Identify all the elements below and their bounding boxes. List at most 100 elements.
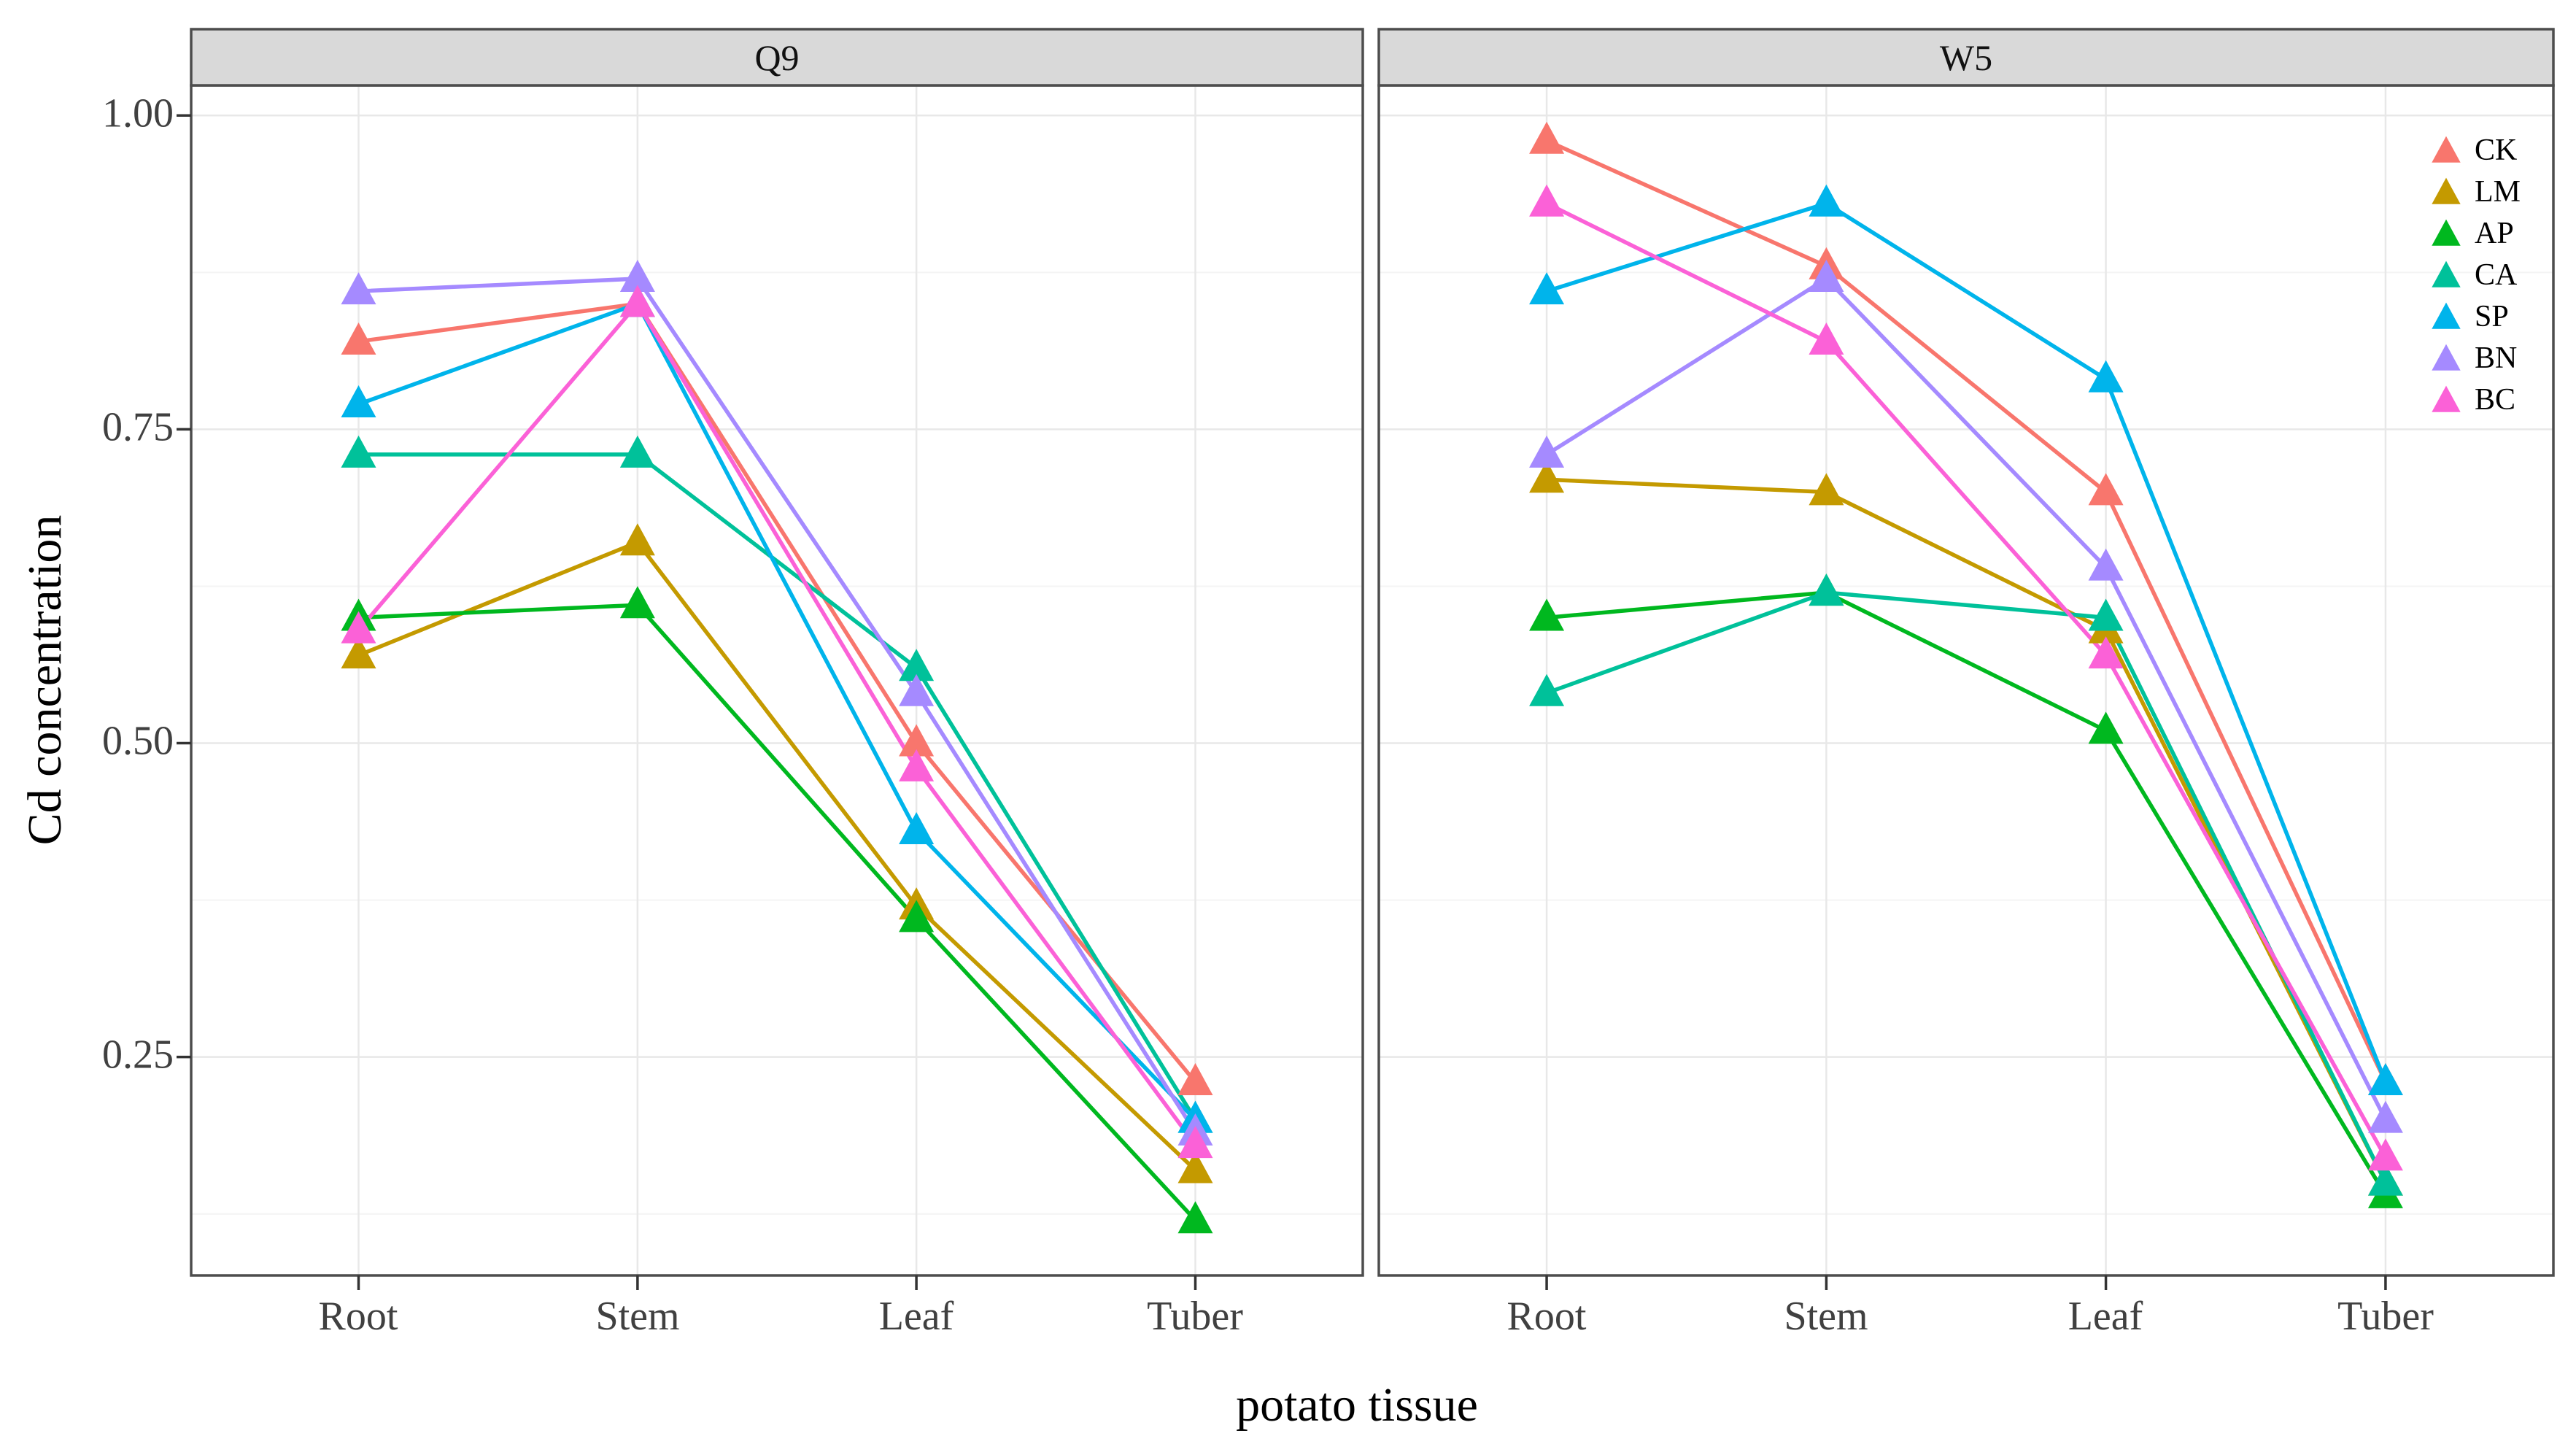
legend-triangle-icon [2432, 302, 2461, 329]
marker-ca-w5-stem [1809, 574, 1844, 606]
legend-entry-ca: CA [2429, 254, 2521, 296]
marker-bc-w5-leaf [2088, 636, 2124, 669]
x-tick-label-q9-tuber: Tuber [1147, 1294, 1243, 1339]
panel-q9 [190, 28, 1364, 1290]
panel-background [1379, 85, 2553, 1275]
marker-bc-q9-root [341, 611, 376, 644]
legend-entry-bn: BN [2429, 337, 2521, 379]
marker-ca-w5-leaf [2088, 598, 2124, 631]
marker-bn-w5-tuber [2367, 1100, 2403, 1133]
x-tick-label-w5-root: Root [1506, 1294, 1587, 1339]
marker-sp-q9-root [341, 385, 376, 417]
legend: CK LM AP CA SP BN BC [2429, 129, 2521, 420]
x-tick-label-w5-stem: Stem [1784, 1294, 1868, 1339]
marker-ap-w5-leaf [2088, 711, 2124, 744]
line-bn-q9 [356, 277, 1198, 1135]
marker-sp-w5-tuber [2367, 1063, 2403, 1096]
line-bc-q9 [356, 300, 1198, 1147]
line-ca-w5 [1544, 590, 2388, 1185]
legend-entry-bc: BC [2429, 379, 2521, 420]
marker-sp-w5-root [1529, 272, 1565, 305]
line-ck-w5 [1544, 138, 2388, 1084]
legend-triangle-icon [2432, 219, 2461, 246]
facet-strip-label-q9: Q9 [754, 37, 800, 78]
legend-label: LM [2475, 174, 2521, 209]
line-ap-w5 [1544, 590, 2388, 1197]
legend-entry-ap: AP [2429, 212, 2521, 254]
line-bn-w5 [1544, 276, 2388, 1122]
marker-bc-q9-tuber [1177, 1126, 1213, 1159]
facet-strip [190, 28, 1364, 87]
marker-ca-w5-root [1529, 673, 1565, 706]
marker-sp-w5-stem [1809, 184, 1844, 217]
marker-ca-w5-tuber [2367, 1163, 2403, 1196]
legend-label: CA [2475, 258, 2518, 292]
marker-ca-q9-root [341, 435, 376, 468]
marker-bc-q9-stem [619, 285, 655, 317]
legend-triangle-icon [2432, 136, 2461, 163]
x-tick-label-w5-tuber: Tuber [2337, 1294, 2434, 1339]
marker-lm-q9-tuber [1177, 1151, 1213, 1183]
y-tick-label-0.50: 0.50 [102, 718, 174, 764]
legend-triangle-icon [2432, 344, 2461, 371]
x-tick-label-w5-leaf: Leaf [2068, 1294, 2143, 1339]
legend-label: CK [2475, 133, 2518, 167]
marker-ck-q9-leaf [899, 724, 935, 757]
marker-ck-q9-root [341, 322, 376, 355]
marker-bn-w5-leaf [2088, 548, 2124, 581]
legend-label: BN [2475, 341, 2518, 375]
line-lm-q9 [356, 539, 1198, 1173]
x-axis-title: potato tissue [1236, 1378, 1478, 1432]
legend-entry-ck: CK [2429, 129, 2521, 171]
y-tick-label-1.00: 1.00 [102, 90, 174, 136]
marker-sp-q9-leaf [899, 811, 935, 844]
x-tick-label-q9-root: Root [318, 1294, 398, 1339]
line-sp-w5 [1544, 201, 2388, 1084]
marker-ck-w5-leaf [2088, 473, 2124, 506]
marker-ap-q9-stem [619, 586, 655, 619]
marker-lm-w5-root [1529, 460, 1565, 493]
marker-ap-q9-tuber [1177, 1201, 1213, 1234]
line-ap-q9 [356, 603, 1198, 1223]
legend-triangle-icon [2432, 260, 2461, 287]
marker-bn-w5-root [1529, 435, 1565, 468]
y-tick-label-0.25: 0.25 [102, 1032, 174, 1078]
marker-bc-w5-tuber [2367, 1138, 2403, 1171]
marker-ap-q9-leaf [899, 900, 935, 932]
marker-bn-q9-stem [619, 259, 655, 292]
legend-triangle-icon [2432, 177, 2461, 204]
marker-lm-q9-root [341, 636, 376, 669]
marker-bn-w5-stem [1809, 259, 1844, 292]
line-sp-q9 [356, 301, 1198, 1122]
line-bc-w5 [1544, 201, 2388, 1160]
legend-label: SP [2475, 299, 2509, 333]
marker-bc-w5-root [1529, 184, 1565, 217]
legend-label: BC [2475, 382, 2516, 417]
facet-strip-label-w5: W5 [1939, 37, 1993, 78]
marker-lm-q9-stem [619, 523, 655, 556]
panel-w5 [1377, 28, 2555, 1290]
panel-background [191, 85, 1363, 1275]
facet-strip [1377, 28, 2555, 87]
marker-lm-w5-stem [1809, 473, 1844, 506]
marker-bn-q9-root [341, 272, 376, 305]
x-tick-label-q9-stem: Stem [595, 1294, 680, 1339]
marker-ck-w5-root [1529, 121, 1565, 154]
marker-bn-q9-leaf [899, 673, 935, 706]
legend-entry-lm: LM [2429, 171, 2521, 212]
marker-ca-q9-leaf [899, 649, 935, 681]
marker-ck-q9-tuber [1177, 1063, 1213, 1096]
y-tick-label-0.75: 0.75 [102, 404, 174, 450]
marker-bc-q9-leaf [899, 749, 935, 781]
legend-label: AP [2475, 216, 2514, 250]
marker-bc-w5-stem [1809, 322, 1844, 355]
legend-triangle-icon [2432, 385, 2461, 412]
marker-ap-w5-root [1529, 598, 1565, 631]
x-tick-label-q9-leaf: Leaf [878, 1294, 954, 1339]
marker-sp-w5-leaf [2088, 360, 2124, 393]
line-ca-q9 [356, 452, 1198, 1122]
marker-ca-q9-stem [619, 435, 655, 468]
y-axis-title: Cd concentration [18, 514, 71, 846]
legend-entry-sp: SP [2429, 296, 2521, 337]
